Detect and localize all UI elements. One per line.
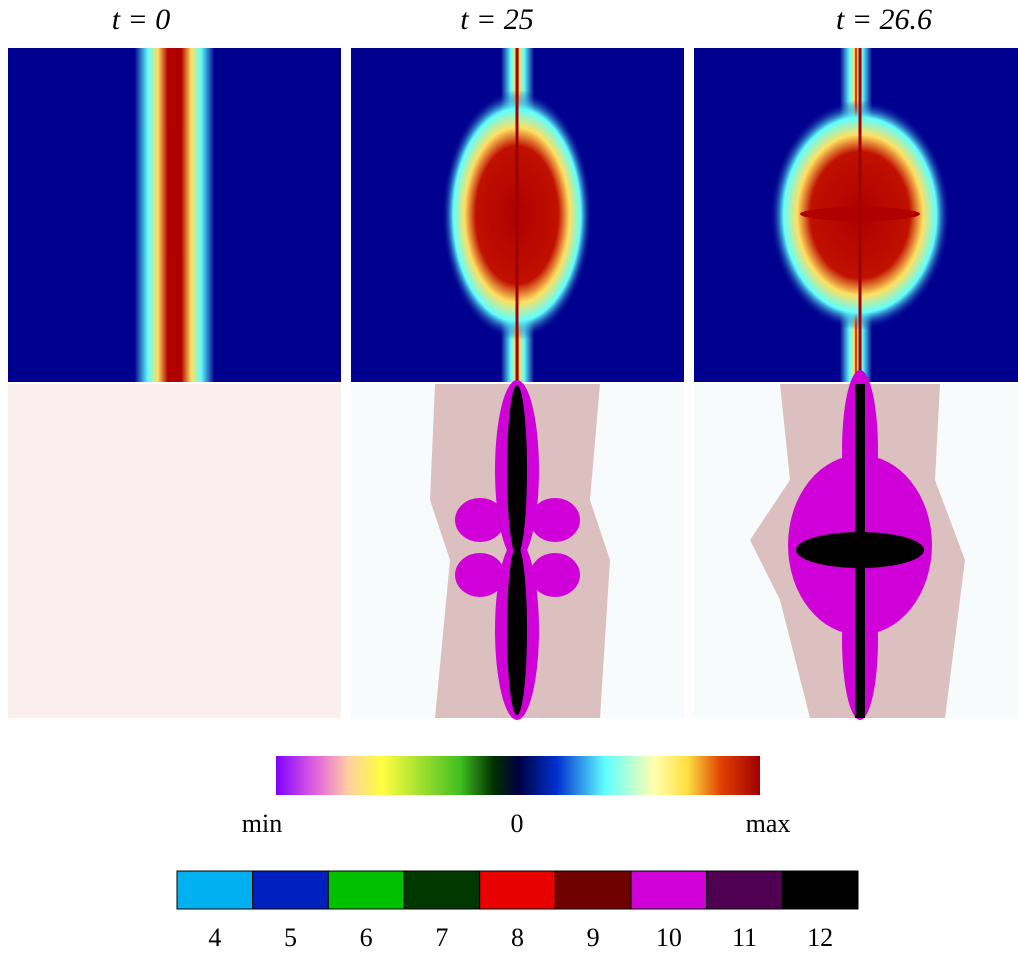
level-swatch — [252, 870, 329, 910]
level-legend: 4 5 6 7 8 9 10 11 12 — [176, 870, 859, 952]
panel-title: t = 25 — [460, 3, 534, 36]
level-panel — [694, 370, 1018, 720]
panel-title: t = 26.6 — [836, 3, 932, 36]
level-label: 5 — [284, 923, 297, 952]
level-swatch — [403, 870, 481, 910]
level-label: 7 — [435, 923, 448, 952]
level-swatch — [554, 870, 632, 910]
level-panels — [8, 370, 1018, 720]
level-label: 10 — [656, 923, 682, 952]
level-panel — [8, 384, 341, 718]
panel-titles: t = 0 t = 25 t = 26.6 — [112, 3, 932, 36]
level-label: 6 — [360, 923, 373, 952]
level-label: 4 — [208, 923, 221, 952]
field-panel — [8, 48, 341, 382]
level-swatch — [630, 870, 708, 910]
level-swatch — [706, 870, 783, 910]
colorbar-gradient — [276, 756, 760, 795]
field-panels — [8, 48, 1018, 382]
level-label: 9 — [587, 923, 600, 952]
colorbar: min 0 max — [242, 756, 791, 838]
colorbar-label: min — [242, 809, 282, 838]
level-swatch — [781, 870, 859, 910]
colorbar-label: 0 — [511, 809, 524, 838]
colorbar-label: max — [746, 809, 791, 838]
field-panel — [694, 48, 1018, 382]
level-label: 11 — [732, 923, 757, 952]
level-swatch — [479, 870, 556, 910]
level-label: 8 — [511, 923, 524, 952]
level-swatch — [176, 870, 254, 910]
panel-title: t = 0 — [112, 3, 171, 36]
level-swatch — [327, 870, 405, 910]
field-panel — [351, 48, 684, 382]
level-panel — [351, 380, 684, 720]
level-label: 12 — [807, 923, 833, 952]
